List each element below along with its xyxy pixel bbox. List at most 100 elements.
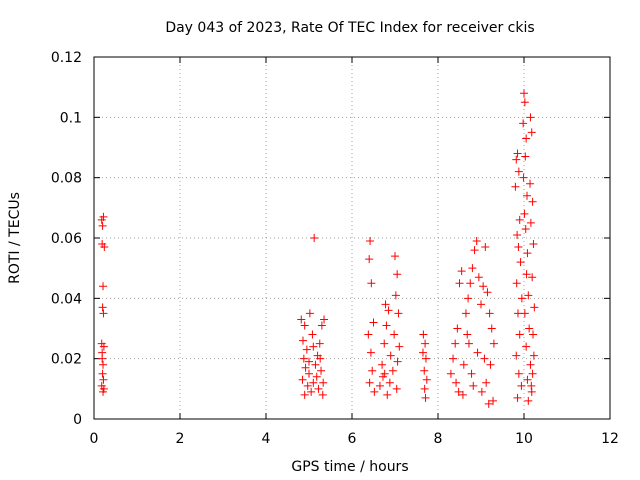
x-tick-label: 4: [262, 431, 271, 447]
x-tick-label: 12: [601, 431, 619, 447]
data-point: [369, 318, 378, 327]
data-point: [454, 387, 463, 396]
data-point: [452, 378, 461, 387]
data-point: [394, 309, 403, 318]
data-point: [422, 375, 431, 384]
data-point: [420, 384, 429, 393]
data-point: [318, 390, 327, 399]
data-point: [517, 381, 526, 390]
data-point: [310, 234, 319, 242]
data-point: [468, 264, 477, 273]
data-point: [99, 342, 108, 351]
data-point: [487, 324, 496, 333]
data-point: [308, 330, 317, 339]
data-point: [512, 351, 521, 360]
data-point: [309, 342, 318, 351]
data-point: [391, 252, 399, 261]
data-point: [449, 354, 458, 363]
data-point: [98, 369, 107, 378]
data-point: [317, 321, 326, 330]
data-point: [99, 375, 108, 384]
data-point: [486, 360, 495, 369]
data-point: [483, 288, 492, 297]
data-point: [473, 348, 482, 357]
data-point: [458, 390, 467, 399]
data-point: [527, 128, 536, 137]
data-point: [380, 339, 389, 348]
data-point: [513, 309, 522, 318]
data-point: [520, 209, 529, 218]
data-points: [97, 89, 539, 408]
y-tick-label: 0.06: [51, 231, 82, 247]
data-point: [520, 98, 529, 107]
data-point: [464, 294, 473, 303]
x-axis-label: GPS time / hours: [291, 459, 408, 475]
data-point: [516, 258, 525, 267]
data-point: [378, 360, 387, 369]
x-tick-label: 0: [90, 431, 99, 447]
data-point: [366, 237, 375, 246]
y-tick-label: 0.12: [51, 50, 82, 66]
data-point: [520, 89, 528, 98]
chart-title: Day 043 of 2023, Rate Of TEC Index for r…: [165, 20, 534, 36]
data-point: [421, 339, 430, 348]
data-point: [517, 294, 526, 303]
data-point: [421, 393, 430, 402]
data-point: [451, 339, 460, 348]
data-point: [314, 384, 323, 393]
data-point: [515, 215, 524, 224]
data-point: [391, 291, 400, 300]
data-point: [305, 309, 314, 318]
data-point: [527, 381, 536, 390]
data-point: [319, 378, 328, 387]
data-point: [305, 357, 313, 366]
grid-lines: [94, 57, 610, 419]
data-point: [99, 309, 108, 318]
data-point: [511, 182, 520, 191]
data-point: [521, 224, 530, 233]
data-point: [418, 348, 427, 357]
data-point: [392, 384, 401, 393]
data-point: [300, 321, 309, 330]
x-tick-labels: 0 2 4 6 8 10 12: [90, 431, 619, 447]
data-point: [525, 324, 534, 333]
data-point: [470, 246, 479, 255]
data-point: [98, 348, 107, 357]
data-point: [479, 282, 488, 291]
data-point: [307, 387, 316, 396]
data-point: [481, 243, 490, 252]
data-point: [466, 279, 475, 288]
data-point: [99, 212, 108, 221]
data-point: [512, 279, 521, 288]
data-point: [513, 393, 522, 402]
data-point: [381, 300, 390, 309]
data-point: [320, 315, 329, 324]
data-point: [299, 354, 308, 363]
y-tick-label: 0.1: [60, 110, 82, 126]
data-point: [524, 396, 533, 405]
x-tick-label: 2: [176, 431, 185, 447]
y-tick-label: 0.04: [51, 291, 82, 307]
data-point: [523, 191, 532, 200]
data-point: [526, 218, 535, 227]
data-point: [523, 249, 532, 258]
data-point: [489, 339, 498, 348]
data-point: [526, 179, 535, 188]
data-point: [477, 387, 486, 396]
data-point: [514, 167, 523, 176]
data-point: [384, 306, 393, 315]
data-point: [100, 243, 109, 252]
data-point: [388, 366, 397, 375]
data-point: [484, 399, 493, 408]
data-point: [474, 273, 483, 282]
data-point: [298, 336, 307, 345]
data-point: [395, 342, 404, 351]
data-point: [297, 315, 306, 324]
data-point: [421, 354, 430, 363]
data-point: [459, 360, 468, 369]
data-point: [520, 309, 529, 318]
y-tick-label: 0.02: [51, 352, 82, 368]
data-point: [513, 230, 522, 239]
data-point: [461, 309, 470, 318]
data-point: [522, 342, 531, 351]
